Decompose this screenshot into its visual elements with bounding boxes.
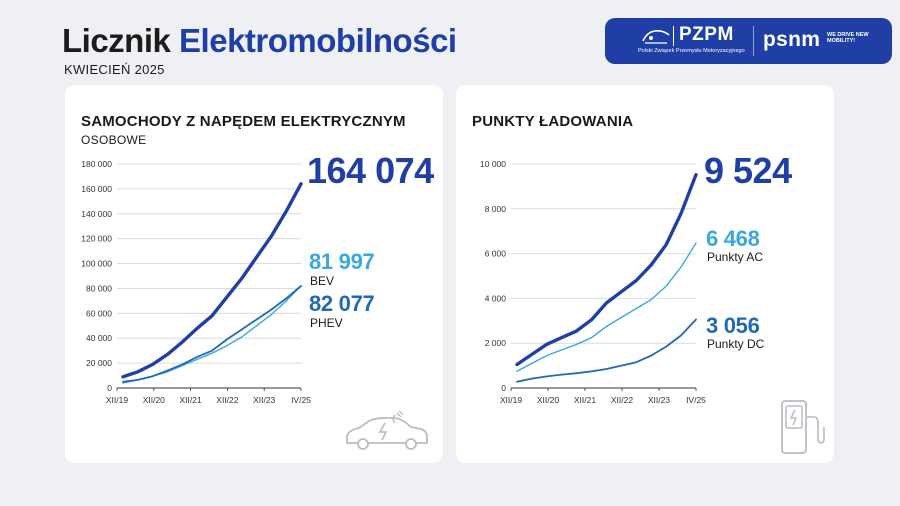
charging-total-value: 9 524 xyxy=(704,150,792,191)
y-tick-label: 140 000 xyxy=(81,209,112,219)
y-tick-label: 60 000 xyxy=(86,308,112,318)
page-subtitle: KWIECIEŃ 2025 xyxy=(64,62,165,77)
series-line-total xyxy=(121,182,303,379)
cars-line-chart: 0 20 000 40 000 60 000 80 000 100 000 120 000 1… xyxy=(81,159,311,405)
pzpm-separator xyxy=(673,26,674,46)
y-tick-label: 160 000 xyxy=(81,184,112,194)
phev-value: 82 077 xyxy=(309,291,375,316)
x-tick-label: XII/23 xyxy=(253,395,275,405)
y-tick-label: 0 xyxy=(501,383,506,393)
series-line-bev xyxy=(122,285,302,384)
x-tick-label: XII/22 xyxy=(611,395,633,405)
title-word-2: Elektromobilności xyxy=(179,22,457,59)
y-tick-label: 10 000 xyxy=(480,159,506,169)
psnm-logo-text: psnm xyxy=(763,28,821,51)
y-tick-label: 6 000 xyxy=(485,249,507,259)
card-title-cars: SAMOCHODY Z NAPĘDEM ELEKTRYCZNYM xyxy=(81,113,406,130)
y-tick-label: 100 000 xyxy=(81,259,112,269)
pzpm-car-logo-icon xyxy=(642,30,670,44)
charging-station-icon xyxy=(781,400,825,454)
x-tick-label: XII/23 xyxy=(648,395,670,405)
logo-divider xyxy=(753,26,754,56)
electric-car-icon xyxy=(346,410,428,450)
title-word-1: Licznik xyxy=(62,22,171,59)
charging-line-chart: 0 2 000 4 000 6 000 8 000 10 000 XII/19 XII/20 X… xyxy=(480,159,706,405)
y-tick-label: 120 000 xyxy=(81,234,112,244)
series-line-dc xyxy=(516,318,697,383)
x-tick-label: XII/20 xyxy=(143,395,165,405)
y-tick-label: 180 000 xyxy=(81,159,112,169)
series-line-total xyxy=(515,172,698,367)
dc-value: 3 056 xyxy=(706,313,760,338)
y-tick-label: 4 000 xyxy=(485,293,507,303)
psnm-tagline: WE DRIVE NEW MOBILITY! xyxy=(827,32,869,44)
phev-label: PHEV xyxy=(310,316,343,330)
y-tick-label: 20 000 xyxy=(86,358,112,368)
ac-label: Punkty AC xyxy=(707,250,764,264)
bev-value: 81 997 xyxy=(309,249,375,274)
y-tick-label: 0 xyxy=(107,383,112,393)
card-title-charging: PUNKTY ŁADOWANIA xyxy=(472,113,634,130)
x-tick-label: XII/22 xyxy=(216,395,238,405)
x-tick-label: XII/19 xyxy=(500,395,522,405)
pzpm-logo-text: PZPM xyxy=(679,24,734,45)
pzpm-subtitle: Polski Związek Przemysłu Motoryzacyjnego xyxy=(638,48,745,54)
ac-value: 6 468 xyxy=(706,226,760,251)
x-tick-label: XII/20 xyxy=(537,395,559,405)
dc-label: Punkty DC xyxy=(707,337,765,351)
y-tick-label: 8 000 xyxy=(485,204,507,214)
card-subtitle-cars: OSOBOWE xyxy=(81,133,147,147)
y-tick-label: 80 000 xyxy=(86,283,112,293)
x-tick-label: XII/21 xyxy=(179,395,201,405)
cars-total-value: 164 074 xyxy=(307,150,434,191)
series-line-ac xyxy=(516,242,697,372)
x-tick-label: XII/21 xyxy=(574,395,596,405)
page-title: Licznik Elektromobilności xyxy=(62,22,457,60)
x-tick-label: IV/25 xyxy=(686,395,706,405)
card-electric-cars: SAMOCHODY Z NAPĘDEM ELEKTRYCZNYM OSOBOWE… xyxy=(65,85,443,463)
series-line-phev xyxy=(122,284,302,383)
bev-label: BEV xyxy=(310,274,335,288)
card-charging-points: PUNKTY ŁADOWANIA 0 2 000 4 000 6 000 8 000 10… xyxy=(456,85,834,463)
x-tick-label: XII/19 xyxy=(106,395,128,405)
y-tick-label: 40 000 xyxy=(86,333,112,343)
y-tick-label: 2 000 xyxy=(485,338,507,348)
partner-logos: PZPM Polski Związek Przemysłu Motoryzacy… xyxy=(605,18,892,64)
x-tick-label: IV/25 xyxy=(291,395,311,405)
